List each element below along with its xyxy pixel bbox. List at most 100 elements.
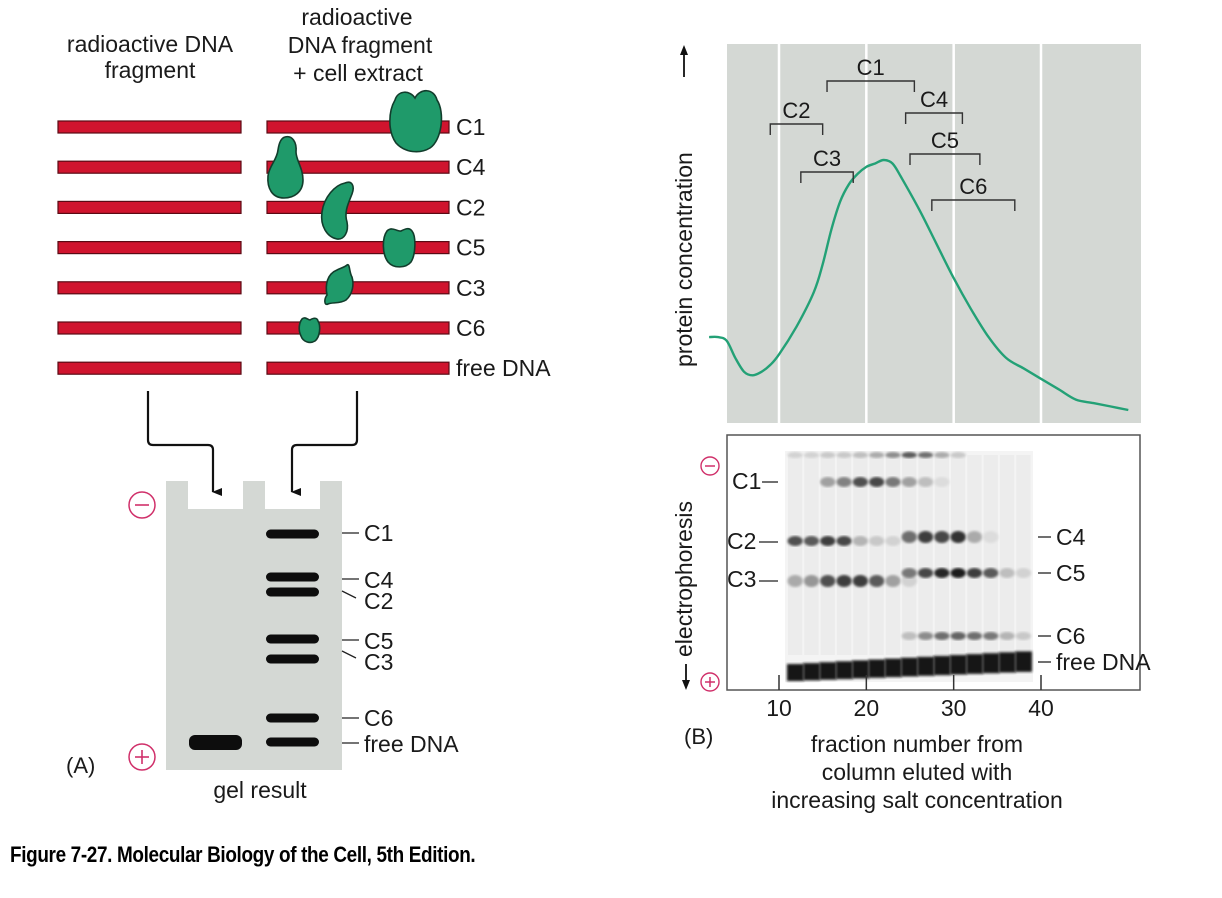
gel-a-leader-c3 (341, 650, 357, 659)
col2-header-line1: radioactive (301, 4, 412, 30)
bracket-label-c3: C3 (813, 146, 841, 171)
bracket-c1 (826, 80, 916, 92)
gel-b-lane-13 (983, 455, 998, 655)
gel-b-left-labels: C1 C2 C3 (727, 468, 778, 592)
gel-a-band-c1 (266, 529, 319, 539)
bound-proteins (267, 89, 443, 344)
bracket-label-c1: C1 (857, 55, 885, 80)
gel-b-lane-15 (1016, 455, 1031, 655)
gel-a-plus-electrode (128, 743, 156, 771)
gel-a-label-c1: C1 (364, 520, 393, 546)
up-arrow-head-icon (680, 45, 688, 55)
gel-b-label-free-dna: free DNA (1056, 649, 1151, 675)
gel-b-band-c6-lane-13 (983, 632, 999, 640)
gel-b-band-free-dna-lane-1 (787, 664, 804, 681)
gel-a-band-c5 (266, 634, 319, 644)
gel-b-band-top-lane-4 (836, 452, 852, 458)
figure-caption: Figure 7-27. Molecular Biology of the Ce… (10, 842, 476, 867)
col1-header-line2: fragment (105, 57, 196, 83)
gel-b-band-top-lane-8 (901, 452, 917, 458)
gel-b-band-c3-lane-4 (836, 575, 852, 587)
gel-b-xlabel-line2: column eluted with (822, 759, 1013, 785)
gel-b-band-c1-lane-5 (852, 477, 868, 487)
gel-b-xtick-label-10: 10 (766, 695, 792, 721)
gel-a-free-dna-band-control (189, 735, 242, 750)
dna-fragment-c3-extract (266, 281, 450, 295)
bracket-c6 (931, 199, 1016, 211)
bracket-label-c6: C6 (959, 174, 987, 199)
gel-b-band-c6-lane-11 (950, 632, 966, 640)
dna-fragment-c2-extract (266, 200, 450, 214)
col2-header-line3: + cell extract (293, 60, 423, 86)
row-label-c1: C1 (456, 114, 485, 140)
gel-b-band-top-lane-10 (934, 452, 950, 458)
panel-a: radioactive DNA fragment radioactive DNA… (57, 4, 551, 803)
gel-b-xtick-label-30: 30 (941, 695, 967, 721)
gel-b-minus-electrode (700, 456, 720, 476)
gel-a-minus-electrode (128, 491, 156, 519)
bracket-c5 (909, 153, 981, 165)
gel-b-lane-5 (853, 455, 868, 655)
gel-b-band-c1-lane-8 (901, 477, 917, 487)
dna-fragment-c2-naked (57, 200, 242, 214)
row-label-c6: C6 (456, 315, 485, 341)
plus-circle-icon (128, 743, 156, 771)
gel-b-band-c1-lane-9 (917, 477, 934, 487)
gel-b-band-free-dna-lane-12 (966, 654, 984, 674)
gel-b-band-free-dna-lane-6 (868, 659, 886, 678)
panel-a-label: (A) (66, 753, 95, 778)
gel-b-band-c3-lane-1 (787, 575, 803, 587)
gel-a-label-c5: C5 (364, 628, 393, 654)
bracket-c3 (800, 171, 854, 183)
gel-b-lane-2 (804, 455, 819, 655)
dna-fragment-c3-naked (57, 281, 242, 295)
profile-ylabel: protein concentration (671, 152, 697, 367)
gel-b-band-c3-lane-5 (852, 575, 868, 587)
gel-b-label-c5: C5 (1056, 560, 1085, 586)
gel-b-band-top-lane-1 (787, 452, 803, 458)
gel-b-lane-1 (788, 455, 803, 655)
gel-b-label-c6: C6 (1056, 623, 1085, 649)
gel-b-band-c6-lane-15 (1015, 632, 1031, 640)
gel-a-band-c3 (266, 654, 319, 664)
gel-b-band-free-dna-lane-7 (884, 658, 902, 678)
gel-b-band-free-dna-lane-2 (803, 663, 821, 681)
gel-a-label-c6: C6 (364, 705, 393, 731)
protein-c4-icon (267, 135, 304, 199)
col1-header-line1: radioactive DNA (67, 31, 234, 57)
gel-a-slab (166, 481, 342, 770)
gel-a-band-c2 (266, 587, 319, 597)
row-label-free-dna: free DNA (456, 355, 551, 381)
gel-b-band-free-dna-lane-8 (901, 657, 918, 677)
bracket-c4 (904, 112, 964, 124)
minus-circle-icon (128, 491, 156, 519)
gel-b-band-c4-lane-8 (901, 531, 917, 543)
gel-b-band-c5-lane-10 (934, 568, 950, 578)
gel-b-band-free-dna-lane-13 (982, 653, 1000, 674)
gel-b-band-top-lane-3 (820, 452, 836, 458)
protein-c2-icon (320, 181, 354, 240)
gel-a-label-c2: C2 (364, 588, 393, 614)
profile-plot-area (727, 44, 1141, 423)
gel-a-leader-c2 (341, 590, 357, 599)
gel-b-ylabel-group: electrophoresis (671, 501, 697, 690)
gel-b-band-c6-lane-9 (917, 632, 934, 640)
gel-b-band-c6-lane-14 (999, 632, 1015, 640)
protein-c3-icon (324, 263, 354, 306)
gel-a-label-free-dna: free DNA (364, 731, 459, 757)
profile-ylabel-group: protein concentration (671, 45, 697, 367)
gel-b-xlabel-line3: increasing salt concentration (771, 787, 1063, 813)
bracket-c2 (769, 123, 824, 135)
gel-b-band-c3-lane-2 (803, 575, 820, 587)
gel-b-band-c2-lane-7 (885, 536, 901, 546)
gel-b-band-free-dna-lane-10 (933, 655, 951, 676)
dna-fragment-c5-naked (57, 241, 242, 255)
col2-header-line2: DNA fragment (288, 32, 433, 58)
gel-b-xtick-label-20: 20 (854, 695, 880, 721)
gel-b-band-c5-lane-11 (950, 568, 966, 578)
dna-fragment-c6-extract (266, 321, 450, 335)
gel-b-band-c5-lane-15 (1015, 568, 1031, 578)
